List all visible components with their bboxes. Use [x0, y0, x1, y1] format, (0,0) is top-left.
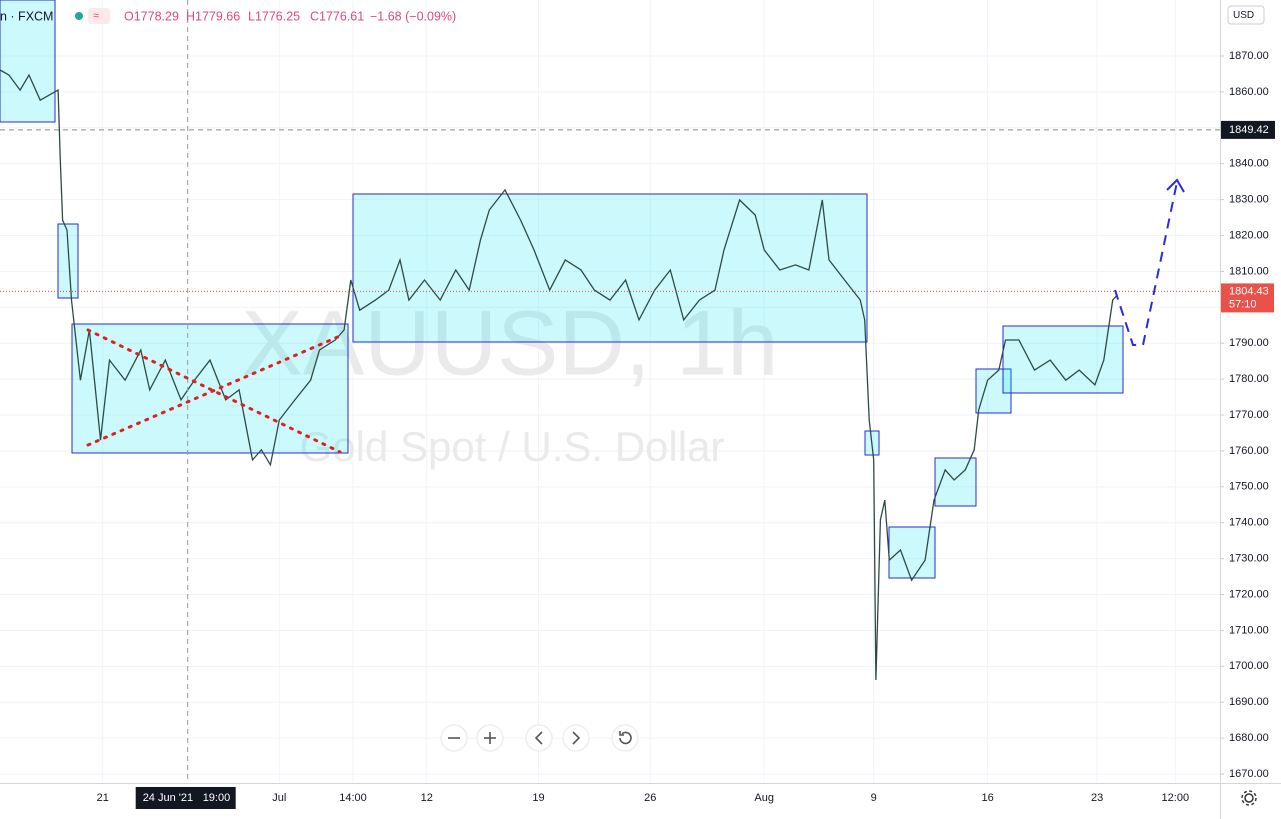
- crosshair-price-label: 1849.42: [1229, 124, 1269, 136]
- y-tick-label: 1830.00: [1229, 194, 1269, 206]
- x-tick-label: 12: [421, 792, 433, 804]
- icon: [1244, 793, 1254, 803]
- high: H1779.66: [186, 9, 240, 23]
- crosshair-price-tag: [1221, 120, 1275, 139]
- y-tick-label: 1740.00: [1229, 517, 1269, 529]
- x-tick-label: 12:00: [1162, 792, 1190, 804]
- dotted-line: [86, 334, 342, 447]
- range-box: [0, 0, 56, 123]
- last-price-tag: [1221, 283, 1274, 313]
- axes: 1670.00 1680.00 1690.00 1700.00 1710.00 1720.…: [97, 50, 1275, 809]
- scroll-left-button[interactable]: [525, 724, 553, 752]
- y-tick-label: 1810.00: [1229, 265, 1269, 277]
- y-tick-label: 1770.00: [1229, 409, 1269, 421]
- arrow-head: [1166, 178, 1185, 193]
- range-box: [57, 223, 79, 299]
- x-tick-label: Jul: [272, 792, 286, 804]
- symbol: n · FXCM: [0, 9, 53, 23]
- range-box: [888, 526, 936, 579]
- settings-button[interactable]: [1241, 790, 1257, 806]
- grid: [0, 0, 1220, 783]
- crosshair-date-label: 24 Jun '21: [143, 792, 193, 804]
- y-tick-label: 1760.00: [1229, 445, 1269, 457]
- y-tick-label: 1790.00: [1229, 337, 1269, 349]
- crosshair-time-tag: [135, 787, 236, 809]
- plot: [0, 0, 1220, 783]
- x-tick-label: 16: [981, 792, 993, 804]
- y-tick-label: 1870.00: [1229, 50, 1269, 62]
- y-tick-label: 1720.00: [1229, 588, 1269, 600]
- x-tick-label: 19: [532, 792, 544, 804]
- scroll-right-button[interactable]: [562, 724, 590, 752]
- icon: [534, 731, 543, 745]
- currency-button-box[interactable]: [1227, 5, 1265, 25]
- watermark-description: Gold Spot / U.S. Dollar: [300, 423, 725, 470]
- close: C1776.61: [310, 9, 364, 23]
- icon: [1241, 790, 1257, 806]
- legend: n · FXCM ≈ O1778.29 H1779.66 L1776.25 C1…: [0, 8, 456, 24]
- y-tick-label: 1730.00: [1229, 553, 1269, 565]
- range-box: [975, 368, 1012, 414]
- y-tick-label: 1670.00: [1229, 768, 1269, 780]
- range-box: [1002, 325, 1124, 394]
- status-dot: [75, 12, 83, 20]
- nav-toolbar: [440, 724, 639, 752]
- x-tick-label: Aug: [754, 792, 774, 804]
- annotations: [86, 178, 1185, 454]
- price-line: [0, 69, 1118, 681]
- x-tick-label: 21: [97, 792, 109, 804]
- currency-button[interactable]: USD: [1227, 5, 1265, 25]
- low: L1776.25: [248, 9, 300, 23]
- y-tick-label: 1710.00: [1229, 624, 1269, 636]
- open: O1778.29: [124, 9, 179, 23]
- countdown: 57:10: [1229, 298, 1257, 310]
- badge-icon: ≈: [93, 10, 99, 22]
- drawings: [0, 0, 1124, 579]
- currency[interactable]: USD: [1233, 10, 1254, 21]
- change: −1.68 (−0.09%): [370, 9, 456, 23]
- status-badge: [88, 8, 110, 24]
- last-price-label: 1804.43: [1229, 285, 1269, 297]
- range-box: [934, 457, 977, 507]
- x-tick-label: 26: [644, 792, 656, 804]
- x-tick-label: 9: [871, 792, 877, 804]
- x-tick-label: 23: [1091, 792, 1103, 804]
- y-tick-label: 1840.00: [1229, 158, 1269, 170]
- y-tick-label: 1820.00: [1229, 229, 1269, 241]
- y-tick-label: 1780.00: [1229, 373, 1269, 385]
- crosshair-time-label: 19:00: [203, 792, 231, 804]
- icon: [572, 731, 581, 745]
- range-box: [352, 193, 868, 343]
- y-tick-label: 1860.00: [1229, 86, 1269, 98]
- reset-button[interactable]: [611, 724, 639, 752]
- y-tick-label: 1700.00: [1229, 660, 1269, 672]
- icon: [619, 731, 632, 745]
- y-tick-label: 1680.00: [1229, 732, 1269, 744]
- dotted-line: [86, 328, 342, 454]
- x-tick-label: 14:00: [339, 792, 367, 804]
- y-tick-label: 1750.00: [1229, 481, 1269, 493]
- y-tick-label: 1690.00: [1229, 696, 1269, 708]
